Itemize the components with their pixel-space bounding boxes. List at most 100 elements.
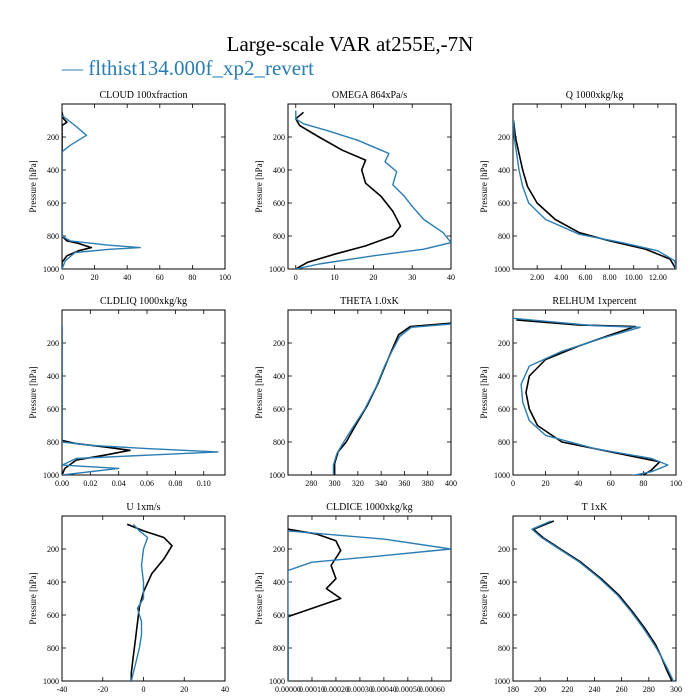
plot-frame: [61, 309, 226, 476]
y-tick-label: 200: [498, 339, 510, 348]
y-tick-label: 800: [47, 438, 59, 447]
y-tick-label: 400: [273, 578, 285, 587]
y-tick-label: 600: [498, 611, 510, 620]
series-line-black: [126, 523, 173, 681]
y-tick-label: 1000: [494, 677, 510, 686]
x-tick-label: 340: [375, 479, 387, 488]
y-tick-label: 600: [47, 199, 59, 208]
series-line-blue: [513, 317, 669, 475]
series-line-black: [62, 326, 131, 475]
x-tick-label: 80: [188, 273, 196, 282]
y-tick-label: 1000: [43, 265, 59, 274]
panel-3: Q 1000xkg/kg Pressure [hPa] 200 400 600 800 10…: [479, 90, 677, 282]
y-tick-label: 800: [47, 232, 59, 241]
y-tick-label: 400: [498, 372, 510, 381]
x-tick-label: 0.00000: [275, 685, 301, 694]
x-tick-label: 40: [574, 479, 582, 488]
x-tick-label: 10.00: [625, 273, 643, 282]
plot-frame: [512, 515, 677, 682]
legend: — flthist134.000f_xp2_revert: [62, 56, 314, 81]
plot-frame: [512, 103, 677, 270]
y-tick-label: 400: [498, 578, 510, 587]
plot-frame: [287, 103, 452, 270]
x-tick-label: 180: [507, 685, 519, 694]
y-tick-label: 600: [47, 611, 59, 620]
series-line-blue: [62, 114, 141, 269]
x-tick-label: 0.04: [112, 479, 126, 488]
x-tick-label: 300: [329, 479, 341, 488]
y-tick-label: 800: [273, 438, 285, 447]
x-tick-label: 100: [670, 479, 682, 488]
plot-frame: [61, 103, 226, 270]
x-tick-label: 20: [91, 273, 99, 282]
x-tick-label: 360: [398, 479, 410, 488]
y-tick-label: 200: [273, 133, 285, 142]
panel-8: CLDICE 1000xkg/kg Pressure [hPa] 200 400 600…: [254, 502, 452, 694]
y-axis-label: Pressure [hPa]: [479, 160, 489, 212]
x-tick-label: 4.00: [554, 273, 568, 282]
y-axis-label: Pressure [hPa]: [479, 366, 489, 418]
x-tick-label: 0.00020: [323, 685, 349, 694]
x-tick-label: 0.00030: [347, 685, 373, 694]
series-line-blue: [62, 326, 219, 475]
y-tick-label: 400: [273, 166, 285, 175]
x-tick-label: 0.02: [83, 479, 97, 488]
x-tick-label: 0.06: [140, 479, 154, 488]
y-axis-label: Pressure [hPa]: [254, 366, 264, 418]
x-tick-label: 0: [294, 273, 298, 282]
y-tick-label: 600: [273, 611, 285, 620]
x-tick-label: 0.00040: [371, 685, 397, 694]
x-tick-label: 10: [331, 273, 339, 282]
y-tick-label: 1000: [494, 471, 510, 480]
y-tick-label: 200: [47, 133, 59, 142]
panel-title: THETA 1.0xK: [340, 296, 399, 307]
y-tick-label: 800: [47, 644, 59, 653]
x-tick-label: 12.00: [649, 273, 667, 282]
x-tick-label: 6.00: [578, 273, 592, 282]
series-line-black: [295, 111, 402, 269]
legend-line-symbol: —: [62, 56, 83, 80]
y-tick-label: 400: [47, 372, 59, 381]
x-tick-label: 260: [616, 685, 628, 694]
series-line-blue: [130, 523, 149, 681]
y-tick-label: 1000: [269, 677, 285, 686]
panel-title: U 1xm/s: [126, 502, 160, 513]
y-tick-label: 1000: [43, 677, 59, 686]
y-tick-label: 600: [498, 199, 510, 208]
plot-frame: [287, 309, 452, 476]
series-line-blue: [295, 110, 451, 269]
series-line-blue: [513, 120, 676, 269]
panel-4: CLDLIQ 1000xkg/kg Pressure [hPa] 200 400 600…: [28, 296, 226, 488]
y-axis-label: Pressure [hPa]: [254, 160, 264, 212]
x-tick-label: 60: [156, 273, 164, 282]
x-tick-label: 8.00: [603, 273, 617, 282]
x-tick-label: 0: [142, 685, 146, 694]
series-line-blue: [288, 530, 451, 681]
panel-title: T 1xK: [582, 502, 608, 513]
series-line-blue: [332, 323, 451, 475]
x-tick-label: 80: [639, 479, 647, 488]
x-tick-label: -20: [97, 685, 108, 694]
x-tick-label: 0: [60, 273, 64, 282]
panel-title: RELHUM 1xpercent: [552, 296, 636, 307]
y-tick-label: 400: [47, 578, 59, 587]
y-tick-label: 200: [273, 545, 285, 554]
y-tick-label: 600: [273, 405, 285, 414]
x-tick-label: 20: [542, 479, 550, 488]
panel-title: OMEGA 864xPa/s: [332, 90, 407, 101]
x-tick-label: 0.00050: [395, 685, 421, 694]
plot-frame: [512, 309, 677, 476]
x-tick-label: 0: [511, 479, 515, 488]
series-line-black: [513, 120, 676, 269]
y-tick-label: 600: [47, 405, 59, 414]
x-tick-label: 2.00: [530, 273, 544, 282]
x-tick-label: 280: [643, 685, 655, 694]
y-tick-label: 1000: [494, 265, 510, 274]
y-axis-label: Pressure [hPa]: [28, 366, 38, 418]
panel-5: THETA 1.0xK Pressure [hPa] 200 400 600 800 100…: [254, 296, 457, 488]
series-line-blue: [531, 520, 674, 681]
